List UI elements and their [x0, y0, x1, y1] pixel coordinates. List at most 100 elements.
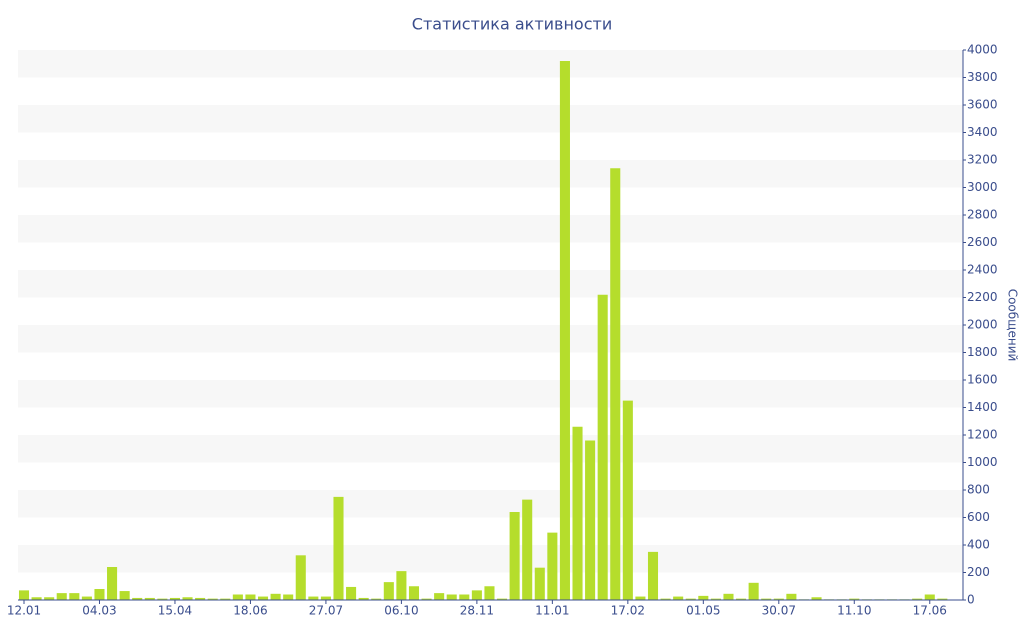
bar: [257, 596, 269, 600]
bar: [144, 597, 155, 600]
grid-stripe: [18, 435, 963, 463]
x-tick-label: 17.02: [611, 604, 645, 618]
x-tick-label: 30.07: [762, 604, 796, 618]
chart-title: Статистика активности: [412, 15, 612, 34]
y-tick-label: 3200: [967, 153, 998, 167]
x-tick-label: 11.01: [535, 604, 569, 618]
y-tick-label: 1200: [967, 428, 998, 442]
bar: [748, 582, 759, 600]
y-axis-label: Сообщений: [1006, 289, 1020, 362]
bar: [207, 598, 218, 600]
x-tick-label: 01.05: [686, 604, 720, 618]
bar: [497, 598, 508, 600]
x-tick-label: 11.10: [837, 604, 871, 618]
bar: [685, 598, 696, 600]
y-tick-label: 200: [967, 565, 990, 579]
grid-stripe: [18, 270, 963, 298]
bar: [522, 499, 533, 600]
grid-stripe: [18, 215, 963, 243]
bar: [597, 294, 608, 600]
bar: [811, 597, 822, 600]
bar: [245, 594, 256, 600]
bar: [358, 597, 369, 600]
bar: [547, 532, 558, 600]
y-tick-label: 3000: [967, 180, 998, 194]
x-tick-label: 28.11: [460, 604, 494, 618]
y-tick-label: 2200: [967, 290, 998, 304]
bar: [94, 589, 105, 600]
grid-stripe: [18, 325, 963, 353]
bar: [723, 593, 734, 600]
bar: [434, 593, 445, 600]
bar: [18, 590, 30, 600]
bar: [937, 598, 948, 600]
grid-stripe: [18, 105, 963, 133]
bar: [396, 571, 407, 600]
bar: [44, 597, 55, 600]
x-tick-label: 12.01: [7, 604, 41, 618]
y-tick-label: 3800: [967, 70, 998, 84]
bar: [56, 593, 67, 600]
y-tick-label: 800: [967, 483, 990, 497]
bar: [622, 400, 633, 600]
bar: [107, 567, 118, 600]
bar: [585, 440, 596, 600]
bar: [710, 598, 721, 600]
bar: [320, 596, 331, 600]
bar: [446, 594, 457, 600]
x-tick-label: 06.10: [384, 604, 418, 618]
bar: [346, 586, 357, 600]
bar: [647, 551, 659, 600]
bar: [673, 596, 684, 600]
bar: [761, 598, 772, 600]
y-tick-label: 4000: [967, 43, 998, 57]
bar: [736, 598, 747, 600]
bar: [459, 594, 470, 600]
bar: [660, 598, 671, 600]
bar: [610, 168, 621, 600]
grid-stripe: [18, 490, 963, 518]
bar: [912, 598, 923, 600]
bar: [773, 598, 784, 600]
bar: [169, 597, 180, 600]
grid-stripe: [18, 50, 963, 78]
bar: [635, 596, 646, 600]
bar: [182, 597, 193, 600]
bar: [509, 512, 520, 600]
y-tick-label: 2000: [967, 318, 998, 332]
bar: [220, 598, 231, 600]
bar: [283, 594, 294, 600]
bar: [559, 61, 570, 600]
x-tick-label: 04.03: [82, 604, 116, 618]
y-tick-label: 3400: [967, 125, 998, 139]
bar: [157, 598, 168, 600]
bar: [333, 496, 344, 600]
y-tick-label: 2800: [967, 208, 998, 222]
bar: [484, 586, 495, 600]
bar: [786, 593, 797, 600]
x-tick-label: 27.07: [309, 604, 343, 618]
y-tick-label: 3600: [967, 98, 998, 112]
bar: [119, 591, 130, 600]
bar: [421, 598, 432, 600]
bar: [471, 590, 482, 600]
bar: [81, 596, 92, 600]
bar: [69, 593, 80, 600]
bar: [132, 597, 143, 600]
grid-stripe: [18, 545, 963, 573]
y-tick-label: 2600: [967, 235, 998, 249]
x-tick-label: 18.06: [233, 604, 267, 618]
grid-stripe: [18, 380, 963, 408]
bar: [232, 594, 243, 600]
x-tick-label: 17.06: [913, 604, 947, 618]
y-tick-label: 1000: [967, 455, 998, 469]
y-tick-label: 2400: [967, 263, 998, 277]
bar: [295, 555, 306, 600]
bar: [924, 594, 935, 600]
bar: [270, 593, 281, 600]
bar: [698, 595, 709, 600]
bar: [572, 426, 583, 600]
bar: [383, 582, 394, 600]
bar: [31, 597, 42, 600]
